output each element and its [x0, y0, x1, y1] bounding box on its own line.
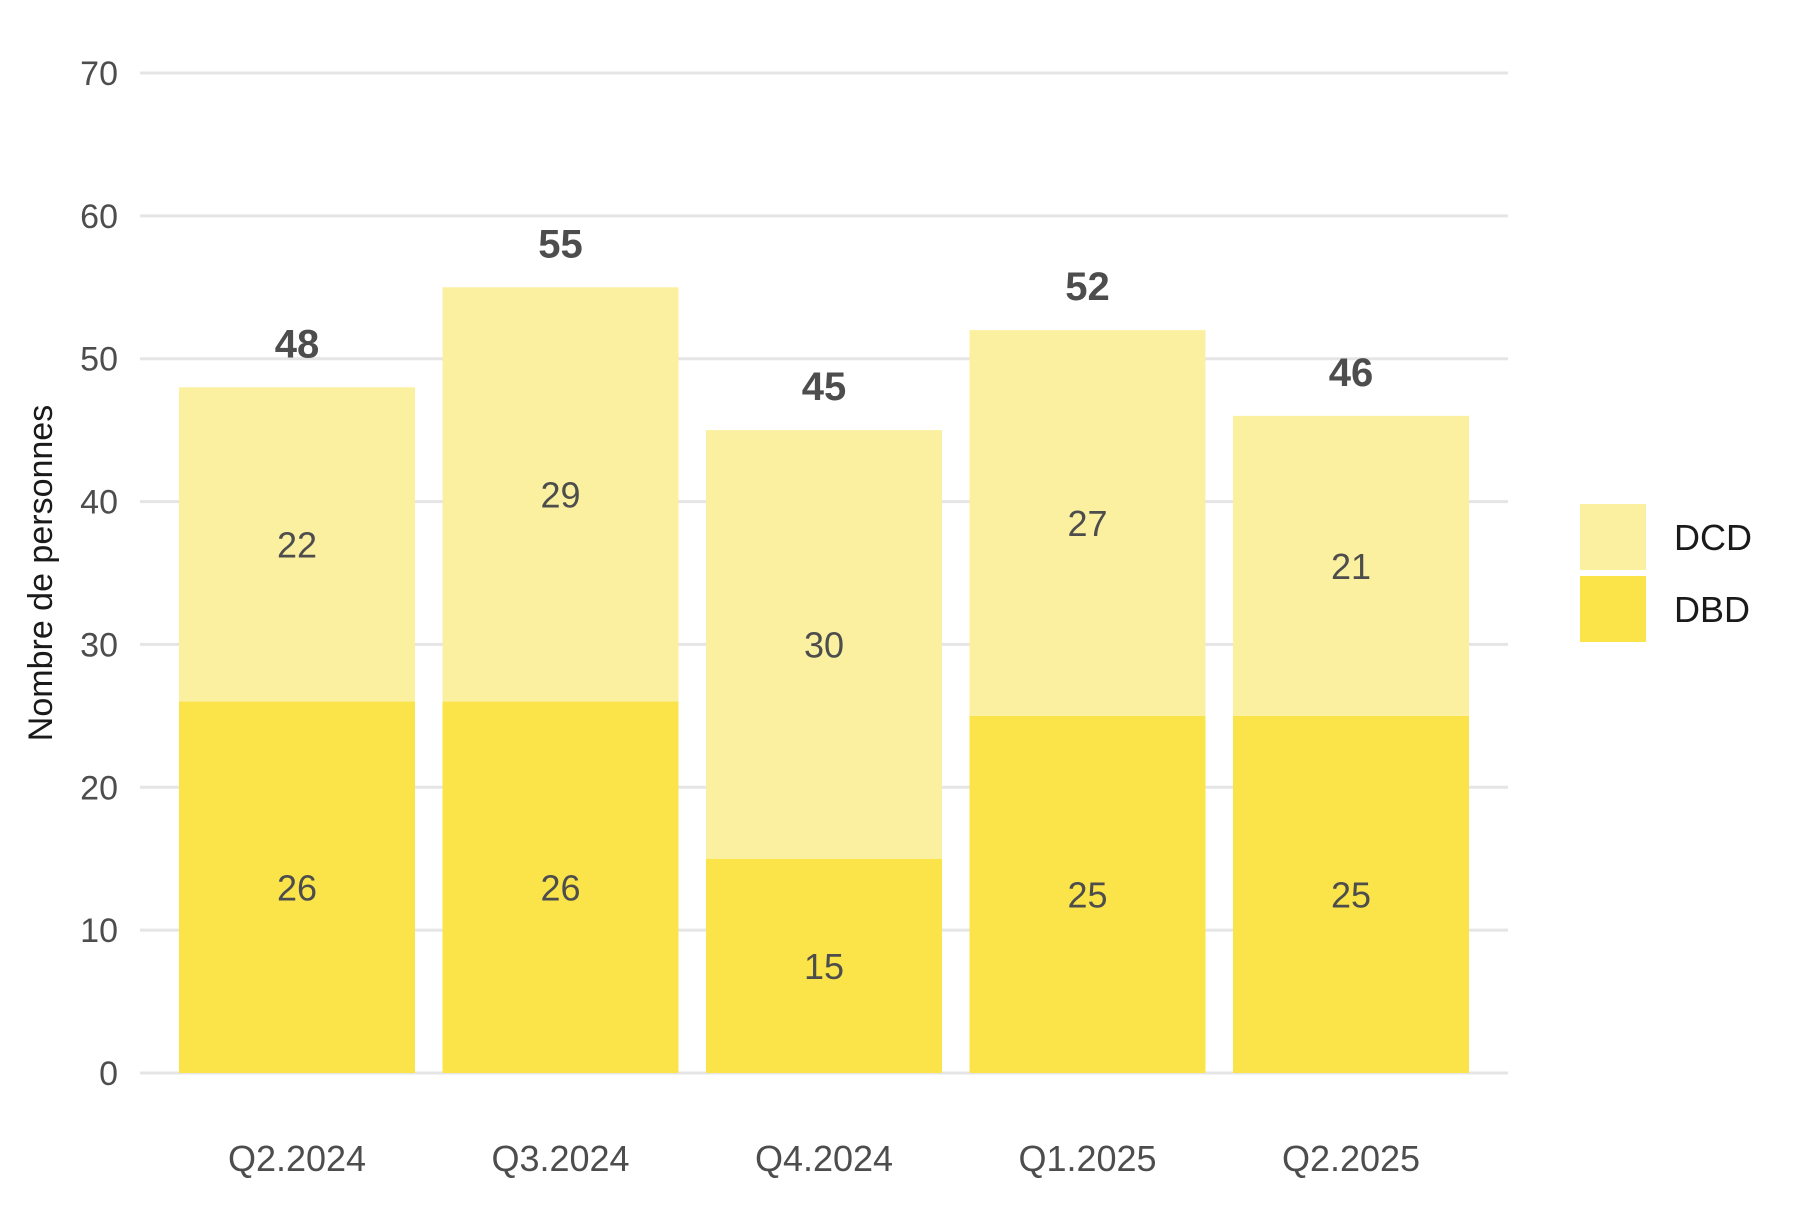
y-tick-label: 30	[80, 626, 118, 664]
bars	[179, 287, 1469, 1073]
legend-label-dbd: DBD	[1674, 589, 1750, 630]
x-tick-label: Q3.2024	[491, 1138, 629, 1179]
data-label-dcd: 27	[1067, 503, 1107, 544]
data-label-dcd: 29	[540, 474, 580, 515]
y-tick-label: 60	[80, 198, 118, 236]
y-tick-label: 0	[99, 1055, 118, 1093]
total-label: 55	[538, 222, 583, 266]
y-tick-label: 10	[80, 912, 118, 950]
bar-segment-dbd	[706, 858, 942, 1073]
y-tick-label: 70	[80, 55, 118, 93]
total-label: 48	[275, 322, 320, 366]
total-label: 46	[1329, 351, 1374, 395]
total-label: 52	[1065, 265, 1110, 309]
data-label-dcd: 21	[1331, 546, 1371, 587]
x-tick-label: Q4.2024	[755, 1138, 893, 1179]
bar-segment-dbd	[179, 701, 415, 1073]
data-label-dbd: 25	[1331, 874, 1371, 915]
bar-segment-dcd	[969, 330, 1206, 716]
data-label-dbd: 15	[804, 946, 844, 987]
data-label-dbd: 26	[277, 867, 317, 908]
data-label-dbd: 25	[1067, 874, 1107, 915]
bar-segment-dcd	[706, 430, 942, 859]
legend-swatch-dbd	[1580, 576, 1646, 642]
x-tick-label: Q2.2024	[228, 1138, 366, 1179]
total-labels: 48 55 45 52 46	[275, 222, 1374, 409]
x-tick-label: Q1.2025	[1018, 1138, 1156, 1179]
data-label-dbd: 26	[540, 867, 580, 908]
y-tick-label: 40	[80, 484, 118, 522]
y-axis-ticks: 0 10 20 30 40 50 60 70	[80, 55, 118, 1093]
legend-label-dcd: DCD	[1674, 517, 1752, 558]
legend-swatch-dcd	[1580, 504, 1646, 570]
data-label-dcd: 22	[277, 524, 317, 565]
total-label: 45	[802, 365, 847, 409]
y-tick-label: 20	[80, 769, 118, 807]
bar-segment-dcd	[179, 387, 415, 702]
legend: DCD DBD	[1580, 504, 1752, 642]
y-tick-label: 50	[80, 341, 118, 379]
bar-segment-dcd	[1233, 415, 1469, 716]
bar-segment-dbd	[1233, 715, 1469, 1073]
bar-segment-dcd	[442, 287, 679, 702]
segment-labels: 26 22 26 29 15 30 25 27 25 21	[277, 474, 1371, 986]
x-tick-label: Q2.2025	[1282, 1138, 1420, 1179]
data-label-dcd: 30	[804, 624, 844, 665]
bar-segment-dbd	[442, 701, 679, 1073]
y-axis-label: Nombre de personnes	[22, 405, 60, 741]
bar-segment-dbd	[969, 715, 1206, 1073]
x-axis-ticks: Q2.2024 Q3.2024 Q4.2024 Q1.2025 Q2.2025	[228, 1138, 1420, 1179]
